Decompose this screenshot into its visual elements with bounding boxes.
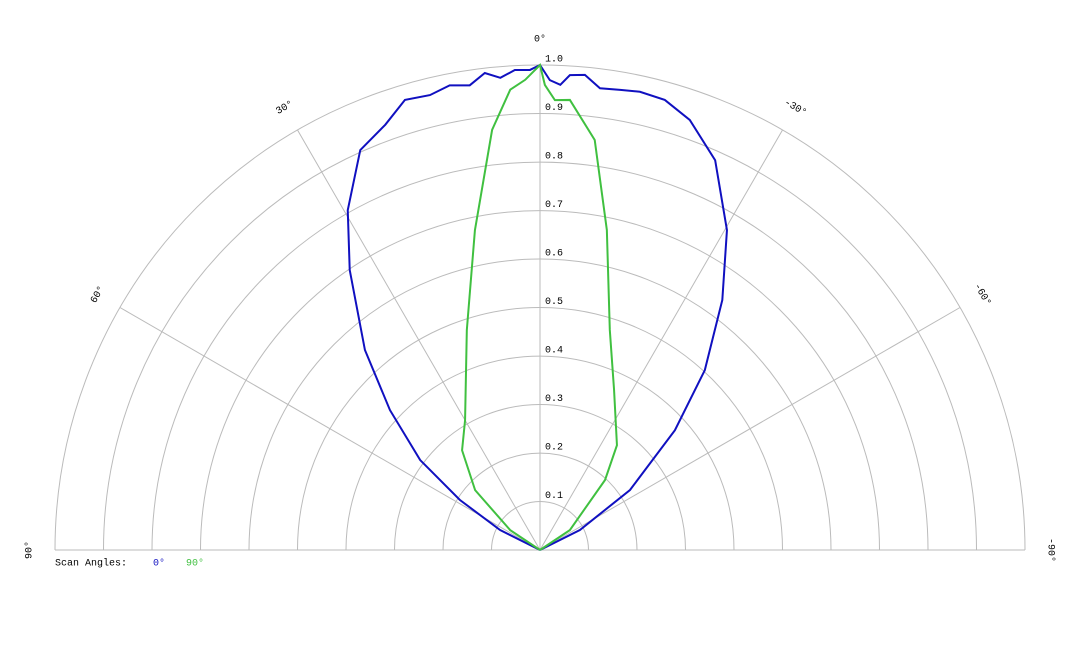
legend-entry: 90° <box>186 558 204 570</box>
grid-spoke <box>539 307 961 551</box>
grid-spoke <box>297 129 541 551</box>
angle-tick-label: 90° <box>24 541 36 559</box>
angle-tick-label: -30° <box>782 97 809 119</box>
series-line <box>346 63 728 551</box>
radial-tick-label: 0.1 <box>545 491 563 502</box>
legend-entry: 0° <box>153 558 165 570</box>
angle-tick-label: 60° <box>88 284 107 306</box>
legend-title: Scan Angles: <box>55 558 127 570</box>
grid-spoke <box>539 129 783 551</box>
radial-tick-label: 0.8 <box>545 152 563 163</box>
series-line <box>461 63 618 551</box>
radial-tick-label: 0.3 <box>545 394 563 405</box>
angle-tick-label: 30° <box>274 98 296 117</box>
radial-tick-label: 0.4 <box>545 346 563 357</box>
radial-tick-label: 0.5 <box>545 297 563 308</box>
radial-tick-label: 0.9 <box>545 103 563 114</box>
radial-tick-label: 1.0 <box>545 55 563 66</box>
radial-tick-label: 0.6 <box>545 249 563 260</box>
angle-tick-label: -60° <box>971 281 993 308</box>
grid-spoke <box>119 307 541 551</box>
radial-tick-label: 0.7 <box>545 200 563 211</box>
radial-tick-label: 0.2 <box>545 443 563 454</box>
angle-tick-label: -90° <box>1044 538 1056 562</box>
angle-tick-label: 0° <box>534 34 546 46</box>
